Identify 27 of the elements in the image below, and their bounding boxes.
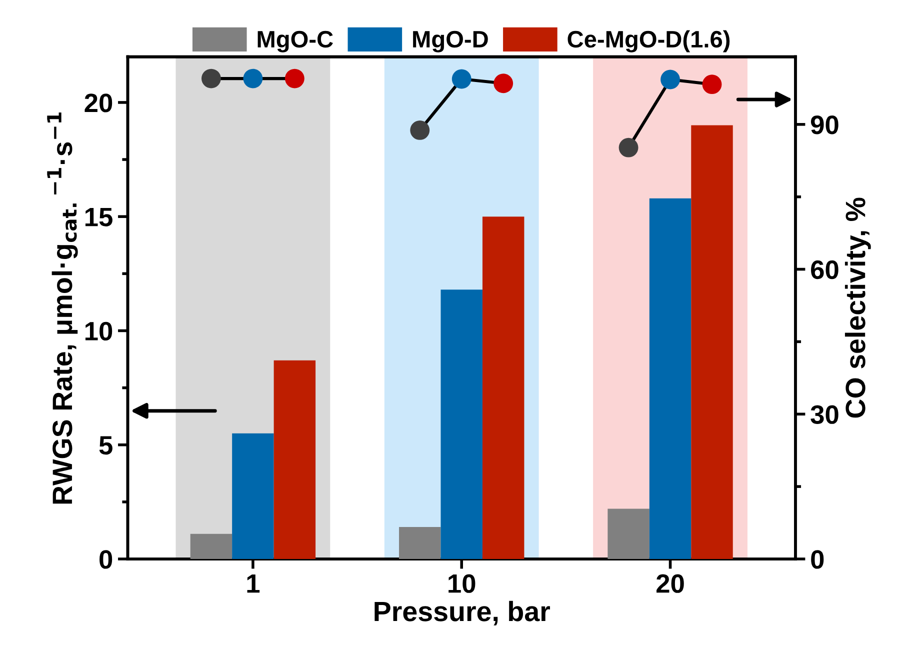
legend-label: Ce-MgO-D(1.6) [568,30,730,52]
legend-label: MgO-C [258,30,333,52]
bar [691,125,733,559]
bar [190,534,232,559]
bar [440,290,482,559]
bar [399,527,441,559]
y2-tick-label: 90 [810,116,838,134]
x-tick-label: 20 [656,574,684,593]
y2-tick-label: 30 [810,405,838,424]
y-tick-label: 5 [99,436,112,455]
y-tick-label: 20 [84,94,112,112]
y2-tick-label: 0 [811,550,824,569]
legend-label: MgO-D [413,30,488,52]
y-tick-label: 0 [100,550,112,569]
bar [608,508,650,559]
y2-tick-label: 60 [811,260,838,280]
bar [649,198,692,559]
x-tick-label: 10 [448,574,476,593]
y-tick-label: 15 [85,208,112,226]
bar [274,360,316,559]
x-tick-label: 1 [247,574,260,593]
bar [482,216,524,559]
y-axis-title: RWGS Rate, μmol·g$_{cat.}$$^{−1}$·s$^{−1}$ [47,112,78,504]
y2-axis-title: CO selectivity, % [844,198,871,418]
y-tick-label: 10 [85,322,112,341]
x-axis-title: Pressure, bar [374,600,550,626]
bar [232,433,274,559]
